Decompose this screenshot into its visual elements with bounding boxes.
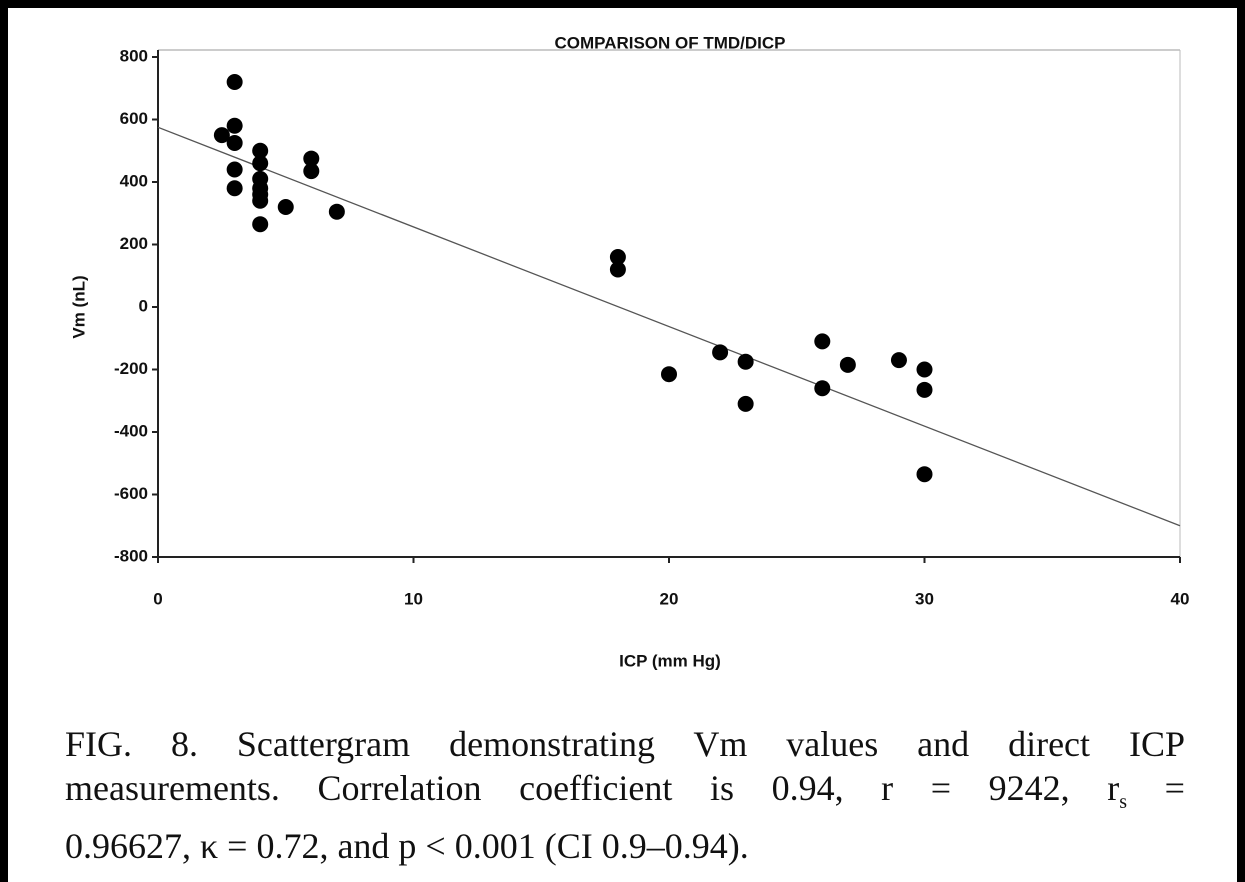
y-axis-label: Vm (nL) xyxy=(69,275,88,338)
y-tick-label: -600 xyxy=(114,484,148,503)
trend-line xyxy=(157,126,1181,527)
caption-line: 0.96627, κ = 0.72, and p < 0.001 (CI 0.9… xyxy=(65,824,1185,868)
x-tick-label: 40 xyxy=(1171,589,1190,608)
data-point xyxy=(252,155,269,172)
y-tick-label: -800 xyxy=(114,546,148,565)
y-tick-label: -400 xyxy=(114,421,148,440)
data-point xyxy=(814,380,831,397)
data-point xyxy=(890,352,907,369)
caption-text: FIG. 8. Scattergram demonstrating Vm val… xyxy=(65,724,1185,764)
y-tick-label: 400 xyxy=(120,171,148,190)
y-tick-label: 600 xyxy=(120,109,148,128)
data-point xyxy=(252,216,269,233)
x-axis-label: ICP (mm Hg) xyxy=(619,651,721,670)
data-point xyxy=(213,127,230,144)
data-point xyxy=(661,366,677,383)
data-point xyxy=(839,356,856,373)
x-tick-label: 20 xyxy=(660,589,679,608)
data-point xyxy=(712,344,729,361)
caption-line: FIG. 8. Scattergram demonstrating Vm val… xyxy=(65,722,1185,766)
data-point xyxy=(609,249,626,265)
data-point xyxy=(226,161,243,178)
data-point xyxy=(737,353,754,370)
data-point xyxy=(737,395,754,412)
caption-text: = xyxy=(1127,768,1185,808)
caption-text: 0.96627, κ = 0.72, and p < 0.001 (CI 0.9… xyxy=(65,826,749,867)
x-tick-label: 0 xyxy=(153,589,162,608)
caption-text: measurements. Correlation coefficient is… xyxy=(65,768,1120,808)
data-point xyxy=(226,134,243,151)
chart-title: COMPARISON OF TMD/DICP xyxy=(554,33,785,52)
data-point xyxy=(814,333,831,350)
data-point xyxy=(916,381,933,398)
data-point xyxy=(277,199,294,215)
data-point xyxy=(303,163,320,180)
caption-text: s xyxy=(1119,791,1128,814)
data-point xyxy=(328,203,345,220)
data-point xyxy=(916,361,933,378)
chart: COMPARISON OF TMD/DICP ICP (mm Hg) Vm (n… xyxy=(69,33,1190,670)
data-point xyxy=(916,466,933,483)
caption: FIG. 8. Scattergram demonstrating Vm val… xyxy=(65,722,1185,868)
data-point xyxy=(252,142,269,159)
caption-line: measurements. Correlation coefficient is… xyxy=(65,766,1185,824)
y-tick-label: 200 xyxy=(120,234,148,253)
x-tick-label: 10 xyxy=(404,589,423,608)
x-tick-label: 30 xyxy=(915,589,934,608)
data-point xyxy=(226,74,243,90)
data-point xyxy=(609,261,626,278)
data-point xyxy=(303,150,320,167)
y-tick-label: 0 xyxy=(139,296,148,315)
data-point xyxy=(226,180,243,197)
data-point xyxy=(252,192,269,209)
data-point xyxy=(226,117,243,134)
y-tick-label: 800 xyxy=(120,46,148,65)
y-tick-label: -200 xyxy=(114,359,148,378)
